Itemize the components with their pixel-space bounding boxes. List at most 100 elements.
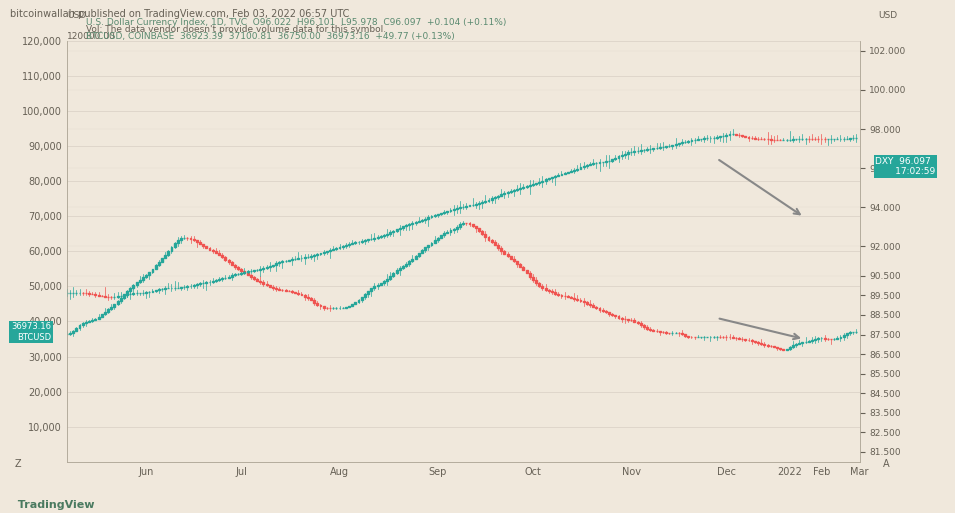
Bar: [475, 204, 477, 205]
Bar: [535, 183, 537, 184]
Bar: [535, 280, 537, 283]
Bar: [446, 211, 448, 212]
Bar: [751, 137, 753, 138]
Bar: [332, 249, 334, 250]
Bar: [773, 346, 775, 347]
Bar: [789, 347, 791, 349]
Bar: [272, 287, 274, 288]
Bar: [418, 221, 420, 222]
Bar: [212, 281, 214, 282]
Bar: [811, 340, 813, 341]
Bar: [688, 141, 690, 142]
Bar: [506, 192, 508, 193]
Bar: [393, 273, 394, 276]
Bar: [815, 339, 817, 340]
Bar: [491, 240, 493, 242]
Bar: [760, 343, 762, 344]
Bar: [757, 342, 759, 343]
Bar: [837, 338, 838, 339]
Bar: [371, 288, 372, 291]
Bar: [662, 147, 664, 148]
Bar: [491, 198, 493, 200]
Text: DXY  96.097
       17:02:59: DXY 96.097 17:02:59: [876, 156, 936, 176]
Bar: [380, 283, 382, 285]
Bar: [95, 319, 96, 320]
Bar: [446, 232, 448, 233]
Bar: [256, 279, 258, 281]
Bar: [260, 281, 262, 282]
Bar: [767, 345, 769, 346]
Bar: [630, 320, 632, 321]
Bar: [390, 232, 392, 233]
Bar: [738, 134, 740, 135]
Bar: [316, 254, 318, 255]
Bar: [561, 295, 562, 296]
Bar: [371, 239, 372, 240]
Bar: [152, 269, 154, 272]
Bar: [335, 248, 337, 249]
Bar: [484, 201, 486, 202]
Bar: [462, 223, 464, 225]
Bar: [123, 294, 125, 298]
Bar: [741, 135, 743, 136]
Bar: [602, 309, 604, 311]
Bar: [119, 296, 121, 297]
Bar: [796, 344, 797, 345]
Text: BTCUSD, COINBASE  36923.39  37100.81  36750.00  36973.16  +49.77 (+0.13%): BTCUSD, COINBASE 36923.39 37100.81 36750…: [86, 32, 455, 41]
Bar: [253, 277, 255, 279]
Bar: [275, 264, 277, 265]
Bar: [434, 241, 435, 243]
Bar: [640, 323, 642, 325]
Bar: [158, 289, 159, 290]
Bar: [133, 285, 135, 288]
Bar: [488, 200, 490, 201]
Text: 36973.16
BTCUSD: 36973.16 BTCUSD: [11, 322, 51, 342]
Bar: [453, 209, 455, 210]
Bar: [618, 156, 620, 158]
Bar: [155, 265, 157, 269]
Bar: [244, 272, 245, 273]
Bar: [798, 343, 800, 344]
Bar: [624, 153, 626, 155]
Bar: [158, 262, 159, 265]
Bar: [427, 245, 429, 247]
Bar: [101, 314, 103, 317]
Bar: [652, 148, 654, 149]
Bar: [719, 136, 721, 137]
Bar: [484, 234, 486, 237]
Bar: [202, 244, 204, 246]
Bar: [688, 336, 690, 337]
Bar: [234, 265, 236, 267]
Bar: [320, 305, 322, 306]
Bar: [287, 260, 289, 261]
Bar: [532, 184, 534, 186]
Bar: [393, 231, 394, 232]
Bar: [513, 259, 515, 261]
Bar: [450, 230, 452, 232]
Bar: [275, 288, 277, 289]
Bar: [101, 295, 103, 296]
Bar: [500, 194, 502, 195]
Bar: [558, 293, 560, 295]
Bar: [323, 306, 325, 308]
Bar: [753, 341, 755, 342]
Bar: [117, 301, 118, 304]
Bar: [412, 223, 414, 224]
Bar: [326, 251, 328, 252]
Bar: [681, 333, 683, 334]
Bar: [561, 174, 562, 175]
Bar: [570, 297, 572, 298]
Text: Z: Z: [14, 459, 21, 469]
Text: USD: USD: [67, 11, 86, 20]
Bar: [744, 136, 746, 137]
Bar: [520, 188, 521, 189]
Bar: [97, 317, 99, 319]
Bar: [339, 247, 341, 248]
Bar: [78, 325, 80, 328]
Bar: [114, 304, 116, 307]
Bar: [503, 193, 505, 194]
Bar: [472, 225, 474, 226]
Bar: [726, 135, 728, 136]
Bar: [171, 247, 173, 251]
Bar: [260, 269, 262, 270]
